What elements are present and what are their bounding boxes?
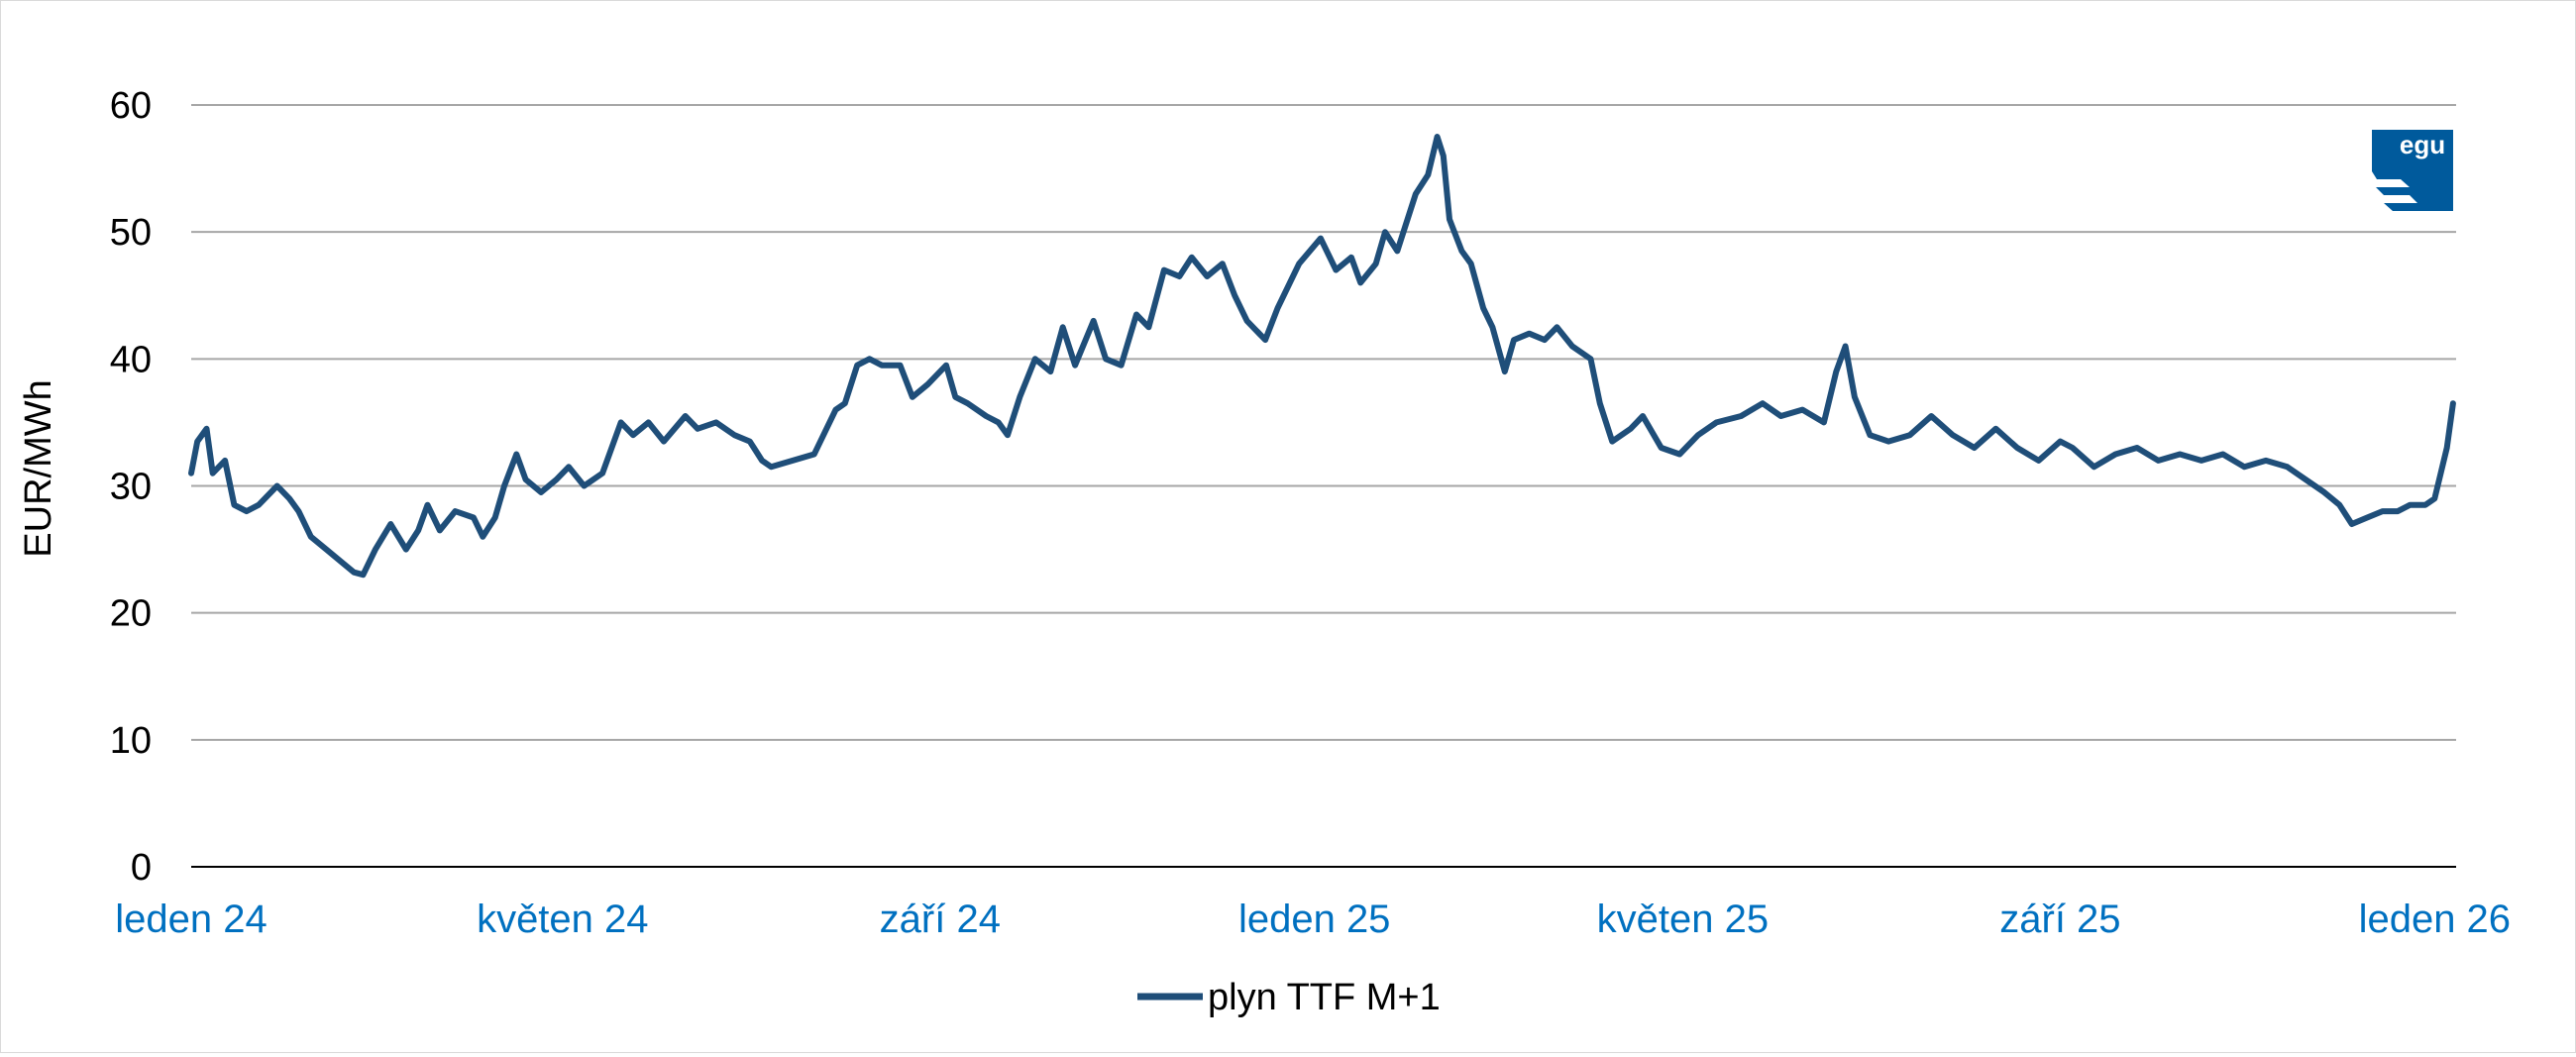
egu-logo-text: egu: [2400, 130, 2445, 159]
x-tick-label: leden 25: [1238, 898, 1390, 941]
y-tick-label: 50: [110, 212, 152, 254]
y-tick-label: 40: [110, 339, 152, 380]
series-group: [188, 134, 2456, 579]
series-line-ttf: [188, 134, 2456, 579]
gridlines: [191, 104, 2456, 741]
x-tick-label: květen 24: [477, 898, 648, 941]
y-tick-label: 60: [110, 85, 152, 127]
egu-logo: egu: [2372, 130, 2453, 211]
x-tick-label: leden 26: [2359, 898, 2511, 941]
x-tick-label: září 25: [1999, 898, 2120, 941]
y-tick-label: 30: [110, 467, 152, 508]
x-tick-label: září 24: [880, 898, 1001, 941]
legend-label: plyn TTF M+1: [1208, 977, 1441, 1018]
egu-logo-mark: [2372, 130, 2453, 211]
x-tick-label: leden 24: [115, 898, 267, 941]
y-axis-label: EUR/MWh: [18, 379, 59, 557]
x-axis-ticks: leden 24 květen 24 září 24 leden 25 květen 2…: [115, 898, 2511, 941]
y-tick-label: 20: [110, 593, 152, 635]
y-axis-ticks: 0 10 20 30 40 50 60: [110, 85, 152, 889]
y-tick-label: 0: [131, 847, 152, 889]
y-tick-label: 10: [110, 720, 152, 762]
legend: plyn TTF M+1: [1137, 977, 1441, 1018]
x-tick-label: květen 25: [1597, 898, 1769, 941]
